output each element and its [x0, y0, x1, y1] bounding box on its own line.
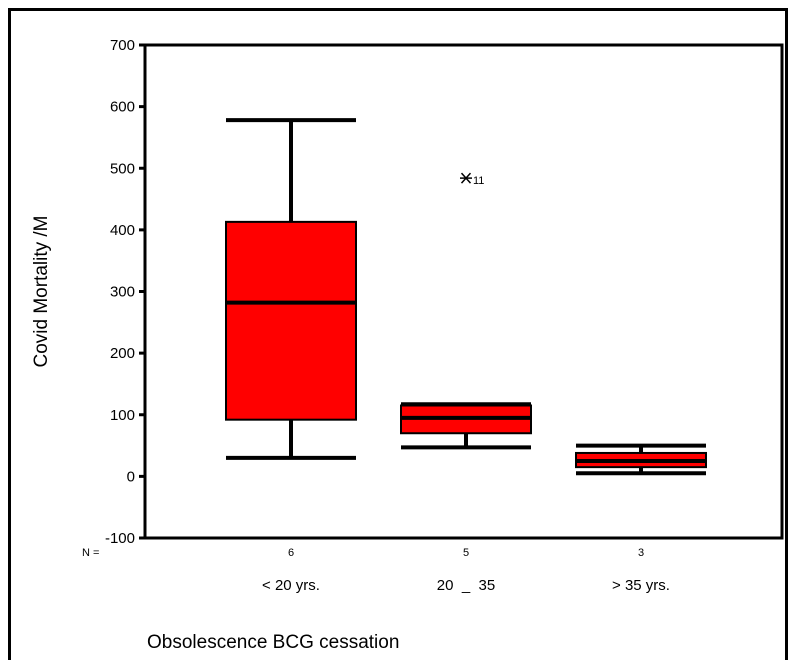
box-group — [575, 443, 707, 476]
x-category-label: 20 _ 35 — [437, 577, 495, 594]
y-tick-label: 500 — [110, 160, 135, 177]
outlier-label: 11 — [473, 175, 484, 187]
box-group — [225, 118, 357, 460]
n-count-label: 5 — [463, 547, 469, 559]
chart-frame — [8, 8, 788, 660]
box-group: 11 — [400, 172, 532, 450]
y-tick-label: 100 — [110, 407, 135, 424]
box-iqr — [225, 220, 357, 421]
y-tick-label: 600 — [110, 99, 135, 116]
outlier-point: 11 — [460, 172, 484, 187]
y-tick-label: -100 — [105, 530, 135, 547]
n-prefix-label: N = — [82, 547, 99, 559]
y-tick-label: 300 — [110, 284, 135, 301]
y-tick-label: 400 — [110, 222, 135, 239]
x-axis-labels: 6 < 20 yrs. 5 20 _ 35 3 > 35 yrs. — [262, 547, 670, 594]
plot-area-border — [143, 43, 784, 540]
n-count-label: 3 — [638, 547, 644, 559]
x-category-label: > 35 yrs. — [612, 577, 670, 594]
boxes-layer: 11 — [225, 118, 707, 476]
x-category-label: < 20 yrs. — [262, 577, 320, 594]
y-axis-title: Covid Mortality /M — [31, 215, 52, 367]
n-count-label: 6 — [288, 547, 294, 559]
outlier-mark-d2 — [460, 172, 472, 184]
y-tick-label: 700 — [110, 37, 135, 54]
y-tick-label: 0 — [127, 468, 135, 485]
y-axis-ticks: -100 0 100 200 300 400 500 600 700 — [105, 37, 145, 547]
x-axis-title: Obsolescence BCG cessation — [147, 632, 399, 653]
y-tick-label: 200 — [110, 345, 135, 362]
